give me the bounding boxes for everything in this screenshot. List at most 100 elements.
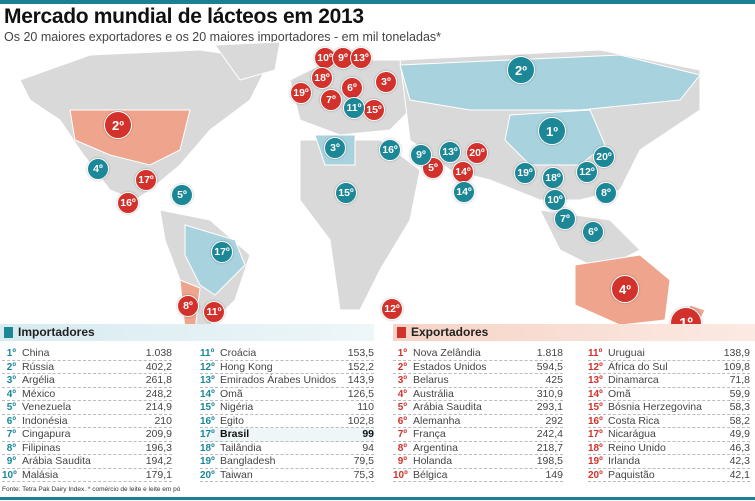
table-row: 19º Irlanda 42,3 <box>588 455 750 469</box>
importer-marker: 8º <box>595 182 617 204</box>
row-rank: 18º <box>200 442 215 454</box>
row-value: 71,8 <box>729 374 750 386</box>
row-rank: 7º <box>397 429 407 440</box>
row-name: África do Sul <box>608 360 668 373</box>
row-name: Dinamarca <box>608 374 659 386</box>
table-row: 15º Nigéria 110 <box>200 401 374 415</box>
row-rank: 16º <box>588 415 603 427</box>
importers-table-2: 11º Croácia 153,5 12º Hong Kong 152,2 13º Emira… <box>200 347 374 482</box>
exporters-table-1: 1º Nova Zelândia 1.818 2º Estados Unidos 594,… <box>393 347 563 482</box>
africa <box>299 139 421 311</box>
importer-marker: 11º <box>343 97 365 119</box>
table-row: 3º Argélia 261,8 <box>2 374 172 388</box>
exporter-marker: 20º <box>466 142 488 164</box>
row-value: 42,3 <box>729 455 750 467</box>
row-rank: 19º <box>200 456 215 467</box>
row-value: 594,5 <box>536 360 563 373</box>
row-value: 179,1 <box>145 468 172 481</box>
row-value: 425 <box>545 374 563 386</box>
row-value: 58,3 <box>729 401 750 413</box>
table-row: 20º Paquistão 42,1 <box>588 468 750 482</box>
source-note: Fonte: Tetra Pak Dairy Index. * comércio… <box>2 486 181 493</box>
row-value: 261,8 <box>145 374 172 386</box>
exporter-marker: 13º <box>350 47 372 69</box>
table-row: 2º Estados Unidos 594,5 <box>393 360 563 374</box>
row-value: 109,8 <box>723 360 750 373</box>
row-value: 58,2 <box>729 414 750 427</box>
row-name: México <box>22 387 56 400</box>
row-value: 143,9 <box>347 374 374 386</box>
subtitle: Os 20 maiores exportadores e os 20 maior… <box>4 30 442 44</box>
table-row: 6º Alemanha 292 <box>393 414 563 428</box>
row-value: 110 <box>357 401 374 413</box>
row-rank: 11º <box>588 348 603 359</box>
row-value: 102,8 <box>347 414 374 427</box>
exporter-marker: 12º <box>381 298 403 320</box>
row-name: Nicarágua <box>608 428 656 440</box>
row-value: 292 <box>545 414 563 427</box>
top-bar <box>0 0 755 4</box>
importer-marker: 3º <box>324 137 346 159</box>
exporter-marker: 6º <box>341 77 363 99</box>
table-row: 5º Venezuela 214,9 <box>2 401 172 415</box>
row-name: Bósnia Herzegovina <box>608 401 702 413</box>
row-value: 1.818 <box>536 347 563 359</box>
row-value: 75,3 <box>353 468 374 481</box>
row-rank: 8º <box>397 442 407 454</box>
table-row: 17º Nicarágua 49,9 <box>588 428 750 442</box>
row-name: Argélia <box>22 374 55 386</box>
row-name: Bélgica <box>413 468 448 481</box>
table-row: 9º Arábia Saudita 194,2 <box>2 455 172 469</box>
row-name: Croácia <box>220 347 257 359</box>
importers-header: Importadores <box>0 324 374 341</box>
row-value: 42,1 <box>729 468 750 481</box>
row-name: Costa Rica <box>608 414 660 427</box>
importer-marker: 9º <box>410 144 432 166</box>
table-row: 20º Taiwan 75,3 <box>200 468 374 482</box>
row-name: Nova Zelândia <box>413 347 481 359</box>
row-value: 214,9 <box>145 401 172 413</box>
exporter-marker: 7º <box>320 89 342 111</box>
row-rank: 8º <box>6 442 16 454</box>
row-name: Omã <box>608 387 631 400</box>
row-name: Arábia Saudita <box>22 455 91 467</box>
row-value: 198,5 <box>536 455 563 467</box>
importer-marker: 13º <box>439 141 461 163</box>
row-value: 209,9 <box>145 428 172 440</box>
importer-legend-swatch <box>4 327 13 338</box>
table-row: 5º Arábia Saudita 293,1 <box>393 401 563 415</box>
greenland <box>214 41 281 81</box>
row-rank: 2º <box>6 361 16 373</box>
row-value: 194,2 <box>145 455 172 467</box>
importer-marker: 2º <box>507 56 535 84</box>
row-value: 242,4 <box>536 428 563 440</box>
table-row: 13º Dinamarca 71,8 <box>588 374 750 388</box>
row-value: 153,5 <box>347 347 374 359</box>
row-name: Nigéria <box>220 401 254 413</box>
row-value: 1.038 <box>145 347 172 359</box>
row-value: 46,3 <box>729 441 750 454</box>
table-row: 17º Brasil 99 <box>200 428 374 442</box>
table-row: 15º Bósnia Herzegovina 58,3 <box>588 401 750 415</box>
row-name: Irlanda <box>608 455 641 467</box>
row-name: Bangladesh <box>220 455 276 467</box>
exporter-marker: 19º <box>290 82 312 104</box>
row-value: 293,1 <box>536 401 563 413</box>
row-name: Arábia Saudita <box>413 401 482 413</box>
row-name: Brasil <box>220 428 250 440</box>
importer-marker: 1º <box>538 117 566 145</box>
row-name: Cingapura <box>22 428 71 440</box>
bottom-bar <box>0 497 755 500</box>
table-row: 16º Egito 102,8 <box>200 414 374 428</box>
exporters-table-2: 11º Uruguai 138,9 12º África do Sul 109,8 13º D… <box>588 347 750 482</box>
row-name: Indonésia <box>22 414 68 427</box>
table-row: 2º Rússia 402,2 <box>2 361 172 374</box>
exporter-legend-swatch <box>397 327 406 338</box>
row-rank: 4º <box>6 388 16 400</box>
row-value: 99 <box>362 428 374 440</box>
table-row: 8º Argentina 218,7 <box>393 442 563 455</box>
row-rank: 15º <box>588 402 603 413</box>
table-row: 18º Tailândia 94 <box>200 442 374 455</box>
table-row: 7º Cingapura 209,9 <box>2 428 172 442</box>
row-rank: 2º <box>397 361 407 373</box>
